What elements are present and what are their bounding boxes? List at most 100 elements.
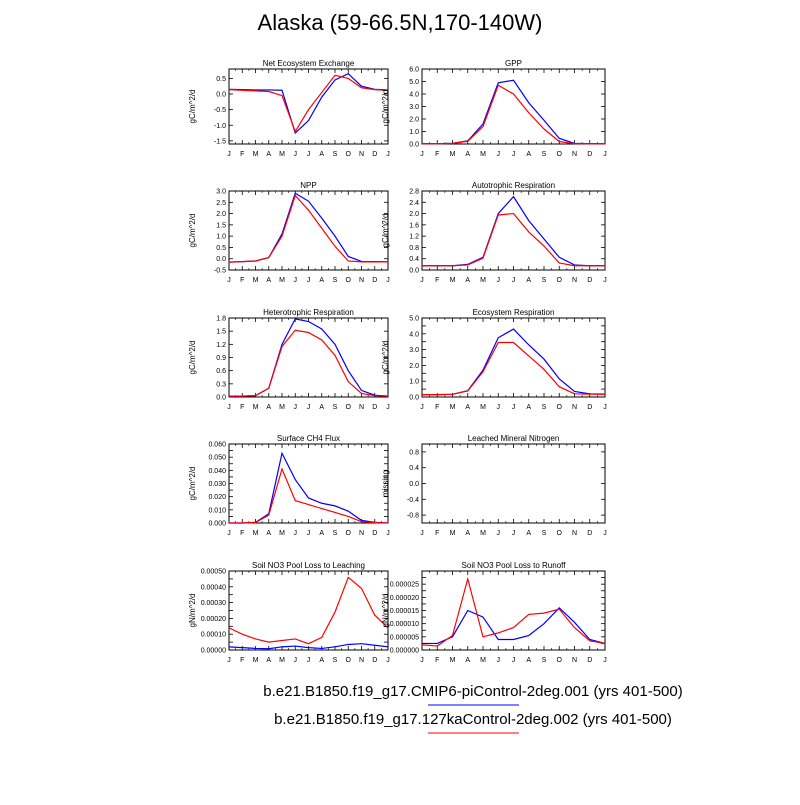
x-tick-label: A bbox=[266, 657, 271, 664]
panel-title: NPP bbox=[300, 181, 316, 190]
x-tick-label: J bbox=[603, 657, 607, 664]
x-tick-label: M bbox=[253, 404, 259, 411]
x-tick-label: N bbox=[572, 657, 577, 664]
x-tick-label: A bbox=[526, 530, 531, 537]
x-tick-label: J bbox=[307, 151, 311, 158]
x-tick-label: J bbox=[227, 657, 231, 664]
y-tick-label: 4.0 bbox=[409, 331, 419, 338]
series-line-ka127 bbox=[229, 467, 389, 524]
x-tick-label: M bbox=[279, 404, 285, 411]
x-tick-label: J bbox=[603, 530, 607, 537]
series-line-ctrl bbox=[422, 195, 605, 267]
y-tick-label: 0.030 bbox=[208, 481, 226, 488]
x-tick-label: M bbox=[253, 657, 259, 664]
y-tick-label: 0.020 bbox=[208, 494, 226, 501]
x-tick-label: M bbox=[480, 277, 486, 284]
series-line-ctrl bbox=[229, 451, 389, 524]
x-tick-label: J bbox=[227, 277, 231, 284]
panel-9: Soil NO3 Pool Loss to Runoff gN/m^2/d J F M A… bbox=[381, 561, 607, 664]
x-tick-label: O bbox=[346, 657, 352, 664]
x-tick-label: J bbox=[497, 530, 501, 537]
y-tick-label: 1.5 bbox=[216, 222, 226, 229]
y-axis-label: gC/m^2/d bbox=[381, 341, 390, 375]
x-tick-label: J bbox=[307, 657, 311, 664]
x-tick-label: D bbox=[587, 151, 592, 158]
plot-frame bbox=[228, 443, 389, 524]
x-tick-label: J bbox=[307, 277, 311, 284]
x-tick-label: M bbox=[480, 530, 486, 537]
y-tick-label: -0.8 bbox=[407, 513, 419, 520]
x-tick-label: J bbox=[294, 151, 298, 158]
x-tick-label: O bbox=[346, 151, 352, 158]
y-tick-label: 4.0 bbox=[409, 92, 419, 99]
x-tick-label: J bbox=[307, 404, 311, 411]
y-tick-label: -1.5 bbox=[214, 138, 226, 145]
x-tick-label: A bbox=[465, 404, 470, 411]
x-tick-label: D bbox=[372, 151, 377, 158]
x-tick-label: F bbox=[240, 657, 244, 664]
y-tick-label: 0.00010 bbox=[201, 632, 226, 639]
series-line-ctrl bbox=[229, 318, 389, 397]
y-tick-label: -1.0 bbox=[214, 123, 226, 130]
y-tick-label: 1.2 bbox=[409, 234, 419, 241]
x-tick-label: J bbox=[603, 151, 607, 158]
x-tick-label: J bbox=[497, 404, 501, 411]
y-tick-label: 0.00030 bbox=[201, 600, 226, 607]
panel-title: Ecosystem Respiration bbox=[473, 308, 555, 317]
x-tick-label: D bbox=[372, 657, 377, 664]
x-tick-label: A bbox=[319, 277, 324, 284]
panel-title: Heterotrophic Respiration bbox=[263, 308, 354, 317]
plot-frame bbox=[228, 190, 389, 271]
y-tick-label: 5.0 bbox=[409, 316, 419, 323]
x-tick-label: J bbox=[294, 277, 298, 284]
x-tick-label: N bbox=[359, 404, 364, 411]
x-tick-label: F bbox=[435, 657, 439, 664]
y-tick-label: 3.0 bbox=[409, 347, 419, 354]
series-line-ctrl bbox=[228, 72, 389, 135]
y-tick-label: 1.0 bbox=[409, 129, 419, 136]
y-axis-label: missing bbox=[381, 470, 390, 497]
x-tick-label: M bbox=[253, 530, 259, 537]
y-tick-label: 0.0 bbox=[216, 256, 226, 263]
x-tick-label: A bbox=[465, 151, 470, 158]
panel-title: GPP bbox=[505, 59, 522, 68]
x-tick-label: J bbox=[294, 404, 298, 411]
y-tick-label: 0.3 bbox=[216, 381, 226, 388]
series-line-ctrl bbox=[422, 328, 606, 396]
series-line-ka127 bbox=[229, 329, 389, 397]
y-tick-label: 2.0 bbox=[216, 211, 226, 218]
plot-frame bbox=[421, 68, 606, 145]
x-tick-label: J bbox=[512, 277, 516, 284]
x-tick-label: F bbox=[240, 404, 244, 411]
x-tick-label: A bbox=[319, 657, 324, 664]
y-tick-label: 2.5 bbox=[216, 200, 226, 207]
series-line-ka127 bbox=[422, 341, 606, 396]
y-tick-label: 1.5 bbox=[216, 329, 226, 336]
legend: b.e21.B1850.f19_g17.CMIP6-piControl-2deg… bbox=[263, 683, 683, 734]
y-tick-label: 1.6 bbox=[409, 222, 419, 229]
panel-title: Autotrophic Respiration bbox=[472, 181, 555, 190]
x-tick-label: S bbox=[333, 657, 338, 664]
x-tick-label: F bbox=[435, 404, 439, 411]
x-tick-label: A bbox=[266, 404, 271, 411]
x-tick-label: A bbox=[465, 277, 470, 284]
x-tick-label: J bbox=[294, 530, 298, 537]
legend-label-ctrl: b.e21.B1850.f19_g17.CMIP6-piControl-2deg… bbox=[263, 683, 682, 700]
x-tick-label: O bbox=[557, 277, 563, 284]
y-tick-label: -0.4 bbox=[407, 497, 419, 504]
x-tick-label: A bbox=[266, 530, 271, 537]
x-tick-label: D bbox=[587, 657, 592, 664]
x-tick-label: J bbox=[386, 530, 390, 537]
x-tick-label: S bbox=[542, 530, 547, 537]
y-tick-label: 0.000010 bbox=[390, 621, 419, 628]
y-tick-label: 0.000005 bbox=[390, 634, 419, 641]
x-tick-label: J bbox=[420, 404, 424, 411]
x-tick-label: N bbox=[359, 530, 364, 537]
plot-frame bbox=[228, 68, 389, 145]
x-tick-label: S bbox=[333, 530, 338, 537]
x-tick-label: M bbox=[279, 657, 285, 664]
